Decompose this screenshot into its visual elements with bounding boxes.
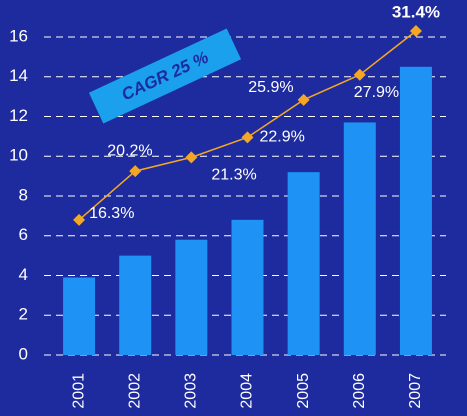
y-tick-label: 6 <box>19 225 28 244</box>
value-label: 21.3% <box>211 167 256 184</box>
value-label: 20.2% <box>107 142 152 159</box>
bar <box>175 239 208 355</box>
bar <box>119 255 152 355</box>
value-label: 22.9% <box>260 129 305 146</box>
marker <box>73 213 86 226</box>
marker <box>129 165 142 178</box>
bar <box>287 172 320 355</box>
x-tick-label: 2003 <box>183 373 200 409</box>
marker <box>297 93 310 106</box>
y-tick-label: 2 <box>19 305 28 324</box>
y-tick-label: 14 <box>9 66 28 85</box>
bar <box>231 219 264 355</box>
y-tick-label: 12 <box>9 106 28 125</box>
x-tick-label: 2005 <box>295 373 312 409</box>
marker <box>185 151 198 164</box>
value-label: 31.4% <box>392 3 440 22</box>
bar <box>63 277 96 355</box>
y-tick-label: 0 <box>19 344 28 363</box>
y-tick-label: 16 <box>9 26 28 45</box>
value-label: 27.9% <box>354 84 399 101</box>
x-tick-label: 2007 <box>407 373 424 409</box>
marker <box>353 68 366 81</box>
y-tick-label: 8 <box>19 185 28 204</box>
x-tick-label: 2002 <box>126 373 143 409</box>
bar <box>399 66 432 355</box>
marker <box>409 25 422 38</box>
x-tick-label: 2001 <box>70 373 87 409</box>
y-tick-label: 4 <box>19 265 28 284</box>
y-tick-label: 10 <box>9 146 28 165</box>
marker <box>241 131 254 144</box>
value-label: 16.3% <box>89 205 134 222</box>
cagr-box <box>88 28 242 124</box>
bar <box>343 122 376 356</box>
value-label: 25.9% <box>248 79 293 96</box>
x-tick-label: 2004 <box>239 373 256 409</box>
x-tick-label: 2006 <box>351 373 368 409</box>
